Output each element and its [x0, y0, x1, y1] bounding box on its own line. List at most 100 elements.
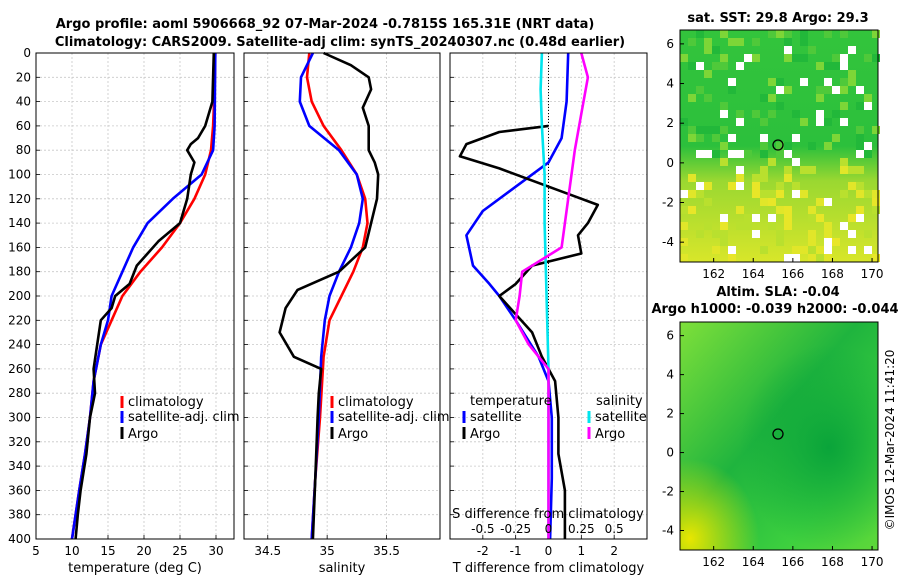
- sst-pixel: [688, 206, 696, 214]
- x-tick-label: -1: [510, 544, 522, 558]
- sst-pixel: [776, 78, 784, 86]
- sst-pixel: [816, 86, 824, 94]
- sst-pixel: [768, 30, 776, 38]
- sst-pixel: [704, 182, 712, 190]
- depth-tick-label: 160: [8, 240, 31, 254]
- sst-pixel: [800, 54, 808, 62]
- sst-pixel: [752, 182, 760, 190]
- sst-pixel: [792, 158, 800, 166]
- sst-pixel: [784, 54, 792, 62]
- sst-pixel: [704, 222, 712, 230]
- depth-tick-label: 360: [8, 483, 31, 497]
- sst-pixel: [776, 190, 784, 198]
- sst-pixel: [784, 46, 792, 54]
- sst-pixel: [752, 110, 760, 118]
- depth-axis: 0 20 40 60 80 100 120 140 160 180 200 220 240 260 280 3…: [8, 46, 31, 546]
- map-x-tick: 170: [861, 267, 884, 281]
- depth-tick-label: 380: [8, 508, 31, 522]
- sst-pixel: [824, 230, 832, 238]
- sst-pixel: [832, 110, 840, 118]
- sst-pixel: [752, 190, 760, 198]
- sst-pixel: [696, 230, 704, 238]
- sst-pixel: [688, 174, 696, 182]
- sst-pixel: [720, 30, 728, 38]
- sst-pixel: [760, 198, 768, 206]
- sst-pixel: [768, 158, 776, 166]
- series-argo: [278, 51, 380, 540]
- x-tick-label: -2: [477, 544, 489, 558]
- sst-pixel: [784, 166, 792, 174]
- sst-pixel: [840, 86, 848, 94]
- sst-pixel: [744, 222, 752, 230]
- sst-pixel: [728, 86, 736, 94]
- legend-salinity-title: salinity: [596, 394, 643, 409]
- sst-pixel: [776, 230, 784, 238]
- sst-pixel: [712, 62, 720, 70]
- sst-pixel: [736, 182, 744, 190]
- depth-tick-label: 240: [8, 338, 31, 352]
- sst-pixel: [808, 166, 816, 174]
- sst-pixel: [824, 246, 832, 254]
- salinity-panel: 34.5 35 35.5 salinity: [243, 51, 441, 576]
- sst-pixel: [776, 102, 784, 110]
- sst-pixel: [704, 150, 712, 158]
- sst-pixel: [840, 30, 848, 38]
- sst-pixel: [840, 54, 848, 62]
- sst-pixel: [824, 222, 832, 230]
- sst-pixel: [704, 70, 712, 78]
- sst-pixel: [832, 86, 840, 94]
- sst-pixel: [800, 38, 808, 46]
- sst-pixel: [728, 150, 736, 158]
- sst-pixel: [872, 54, 880, 62]
- sst-pixel: [736, 222, 744, 230]
- x-tick-label: 2: [610, 544, 618, 558]
- sst-pixel: [824, 238, 832, 246]
- sst-pixel: [784, 142, 792, 150]
- map-y-tick: -2: [662, 196, 674, 210]
- sst-pixel: [816, 118, 824, 126]
- sst-pixel: [856, 166, 864, 174]
- sst-pixel: [776, 182, 784, 190]
- sst-pixel: [736, 206, 744, 214]
- map-y-tick: -4: [662, 524, 674, 538]
- sst-pixel: [864, 150, 872, 158]
- sst-pixel: [680, 222, 688, 230]
- sst-pixel: [712, 126, 720, 134]
- sla-map-title-1: Altim. SLA: -0.04: [716, 285, 839, 300]
- sst-pixel: [752, 174, 760, 182]
- difference-panel: -2 -1 0 1 2 T difference from climatology: [449, 52, 648, 576]
- sst-pixel: [840, 222, 848, 230]
- sst-pixel: [872, 126, 880, 134]
- sst-pixel: [720, 126, 728, 134]
- sst-pixel: [776, 238, 784, 246]
- sst-pixel: [840, 78, 848, 86]
- sst-pixel: [832, 134, 840, 142]
- sst-map-axes: 162 164 166 168 170 6 4 2 0 -2 -4: [662, 37, 883, 281]
- sst-pixel: [808, 230, 816, 238]
- sst-pixel: [736, 150, 744, 158]
- x-tick-label: 35: [320, 544, 335, 558]
- sst-pixel: [792, 190, 800, 198]
- sst-pixel: [856, 102, 864, 110]
- legend-s-argo: Argo: [595, 427, 625, 442]
- sst-pixel: [736, 110, 744, 118]
- sst-pixel: [680, 206, 688, 214]
- sst-pixel: [776, 86, 784, 94]
- s-difference-label: S difference from climatology: [452, 507, 644, 522]
- sst-pixel: [800, 118, 808, 126]
- sst-pixel: [768, 190, 776, 198]
- map-y-tick: 4: [666, 77, 674, 91]
- sst-pixel: [856, 142, 864, 150]
- x-axis-label: temperature (deg C): [68, 561, 202, 576]
- sst-pixel: [864, 190, 872, 198]
- x-tick-label: 15: [100, 544, 115, 558]
- sst-pixel: [864, 142, 872, 150]
- depth-tick-label: 320: [8, 435, 31, 449]
- sst-pixel: [720, 158, 728, 166]
- sst-pixel: [856, 126, 864, 134]
- sst-pixel: [864, 54, 872, 62]
- sst-pixel: [816, 246, 824, 254]
- x-tick-label: 30: [208, 544, 223, 558]
- sst-pixel: [736, 62, 744, 70]
- map-y-tick: 6: [666, 37, 674, 51]
